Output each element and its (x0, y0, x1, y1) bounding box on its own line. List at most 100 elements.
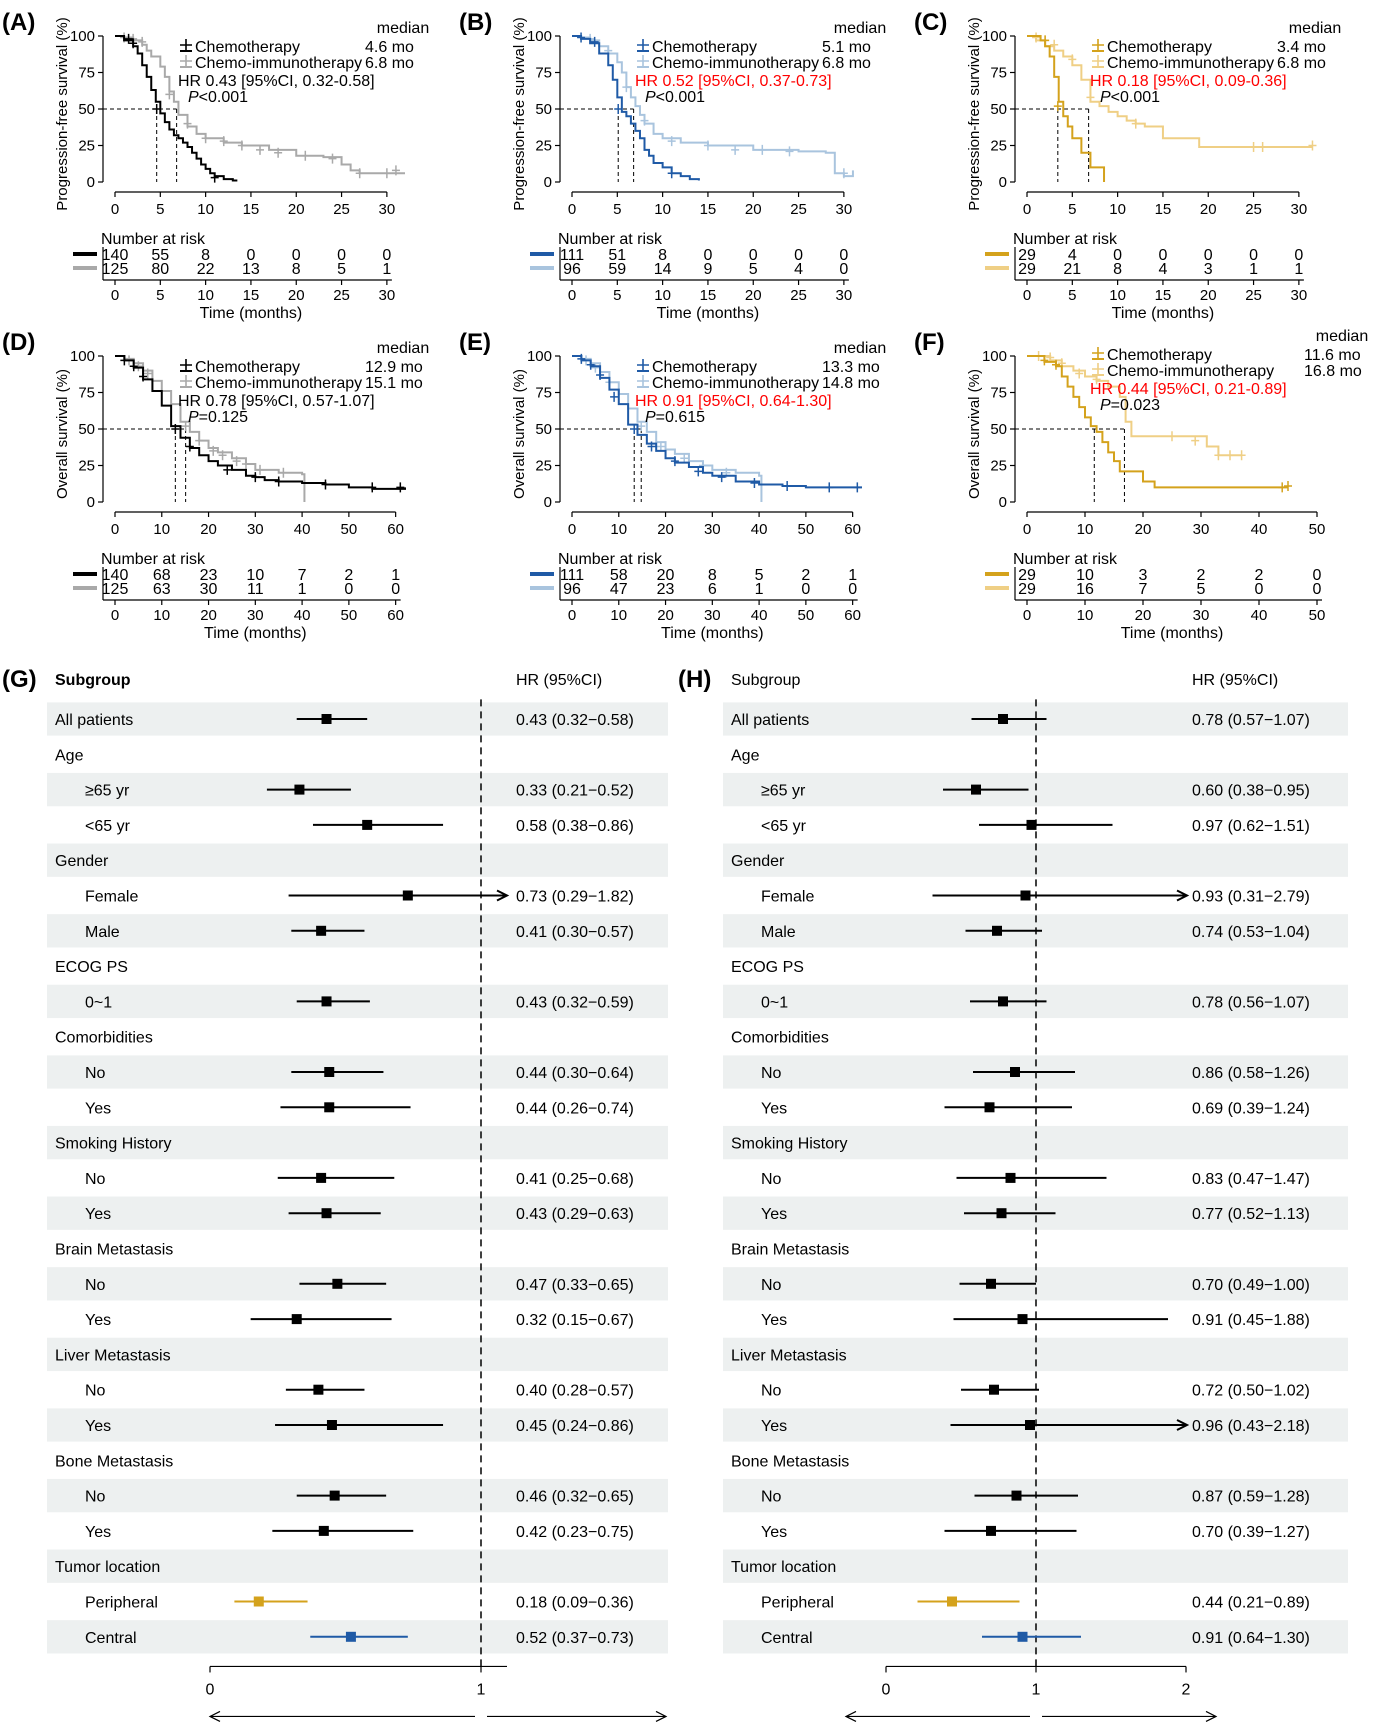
median-value: 6.8 mo (1277, 55, 1326, 72)
legend-label: Chemotherapy (1107, 39, 1212, 56)
km-panel-C: (C) Progression-free survival (%) 02550751… (914, 9, 1341, 322)
legend-key (637, 55, 649, 67)
subgroup-label: Central (85, 1630, 137, 1647)
x-tick-label: 10 (153, 521, 170, 538)
censor-mark (279, 467, 288, 478)
censor-mark (321, 479, 330, 490)
censor-mark (171, 424, 180, 434)
censor-mark (694, 466, 703, 477)
y-tick-label: 100 (982, 348, 1007, 365)
risk-count: 23 (200, 567, 218, 584)
risk-count: 0 (1249, 247, 1258, 264)
risk-count: 80 (151, 261, 169, 278)
p-value: P=0.125 (188, 409, 248, 426)
median-value: 14.8 mo (822, 375, 880, 392)
x-tick-label: 15 (243, 201, 260, 218)
risk-count: 0 (337, 247, 346, 264)
km-curve-chemotherapy (572, 355, 862, 489)
risk-count: 0 (1113, 247, 1122, 264)
risk-count: 30 (200, 581, 218, 598)
y-tick-label: 75 (78, 65, 95, 82)
hr-ci-text: 0.44 (0.21−0.89) (1192, 1595, 1310, 1612)
risk-count: 4 (1068, 247, 1077, 264)
hr-point (316, 1172, 327, 1183)
censor-mark (577, 32, 586, 43)
risk-tick-label: 15 (700, 287, 717, 304)
censor-mark (1068, 54, 1077, 65)
y-tick-label: 25 (78, 458, 95, 475)
forest-panel-H: (H) Subgroup HR (95%CI) All patients 0.78 (0… (678, 666, 1348, 1731)
risk-tick-label: 10 (153, 607, 170, 624)
censor-mark (1249, 141, 1258, 152)
censor-mark (1086, 92, 1095, 103)
x-tick-label: 30 (836, 201, 853, 218)
censor-mark (586, 359, 595, 370)
legend-label: Chemo-immunotherapy (1107, 55, 1274, 72)
x-tick-label: 25 (1245, 201, 1262, 218)
hr-ci-text: 0.70 (0.39−1.27) (1192, 1524, 1310, 1541)
hr-ci-text: 0.69 (0.39−1.24) (1192, 1100, 1310, 1117)
x-tick-label: 0 (111, 201, 119, 218)
group-label: All patients (55, 712, 133, 729)
p-rest: =0.023 (1111, 397, 1160, 414)
hr-ci-text: 0.78 (0.57−1.07) (1192, 712, 1310, 729)
y-tick-label: 100 (70, 28, 95, 45)
subgroup-label: Yes (85, 1312, 111, 1329)
risk-count: 0 (801, 581, 810, 598)
censor-mark (152, 104, 161, 114)
hr-text: HR 0.44 [95%CI, 0.21-0.89] (1090, 381, 1287, 398)
censor-mark (139, 371, 148, 382)
censor-mark (1032, 32, 1041, 43)
right-direction-label: Chemotherapy better (1044, 1729, 1195, 1731)
legend-label: Chemo-immunotherapy (652, 375, 819, 392)
hr-point (329, 1490, 340, 1501)
risk-count: 10 (1076, 567, 1094, 584)
row-stripe (47, 1549, 668, 1583)
group-label: ECOG PS (55, 959, 128, 976)
risk-count: 9 (703, 261, 712, 278)
risk-count: 125 (102, 261, 129, 278)
censor-mark (241, 459, 250, 470)
median-header: median (1289, 20, 1341, 37)
x-tick-label: 1 (1032, 1681, 1041, 1698)
row-stripe (47, 843, 668, 877)
censor-mark (680, 453, 689, 464)
risk-tick-label: 0 (111, 607, 119, 624)
x-tick-label: 20 (1135, 521, 1152, 538)
censor-mark (301, 150, 310, 161)
censor-mark (630, 424, 639, 434)
risk-count: 0 (1294, 247, 1303, 264)
risk-count: 29 (1018, 247, 1036, 264)
subgroup-label: Female (85, 889, 138, 906)
median-value: 16.8 mo (1304, 363, 1362, 380)
censor-mark (355, 168, 364, 179)
censor-mark (1308, 140, 1317, 151)
censor-mark (274, 147, 283, 158)
risk-count: 63 (153, 581, 171, 598)
censor-mark (1278, 482, 1287, 493)
risk-count: 7 (1139, 581, 1148, 598)
risk-tick-label: 30 (379, 287, 396, 304)
risk-tick-label: 10 (1109, 287, 1126, 304)
legend-label: Chemo-immunotherapy (195, 375, 362, 392)
y-tick-label: 100 (982, 28, 1007, 45)
censor-mark (120, 355, 129, 366)
hr-point (986, 1525, 996, 1536)
risk-tick-label: 40 (294, 607, 311, 624)
risk-tick-label: 60 (844, 607, 861, 624)
x-tick-label: 5 (613, 201, 621, 218)
x-tick-label: 40 (294, 521, 311, 538)
x-tick-label: 50 (798, 521, 815, 538)
x-tick-label: 30 (379, 201, 396, 218)
y-tick-label: 0 (544, 174, 552, 191)
risk-count: 0 (1313, 581, 1322, 598)
x-tick-label: 10 (610, 521, 627, 538)
censor-mark (637, 421, 646, 432)
risk-count: 0 (839, 261, 848, 278)
risk-count: 2 (801, 567, 810, 584)
risk-count: 8 (201, 247, 210, 264)
x-tick-label: 30 (247, 521, 264, 538)
risk-count: 59 (608, 261, 626, 278)
y-axis-label: Progression-free survival (%) (511, 17, 528, 210)
